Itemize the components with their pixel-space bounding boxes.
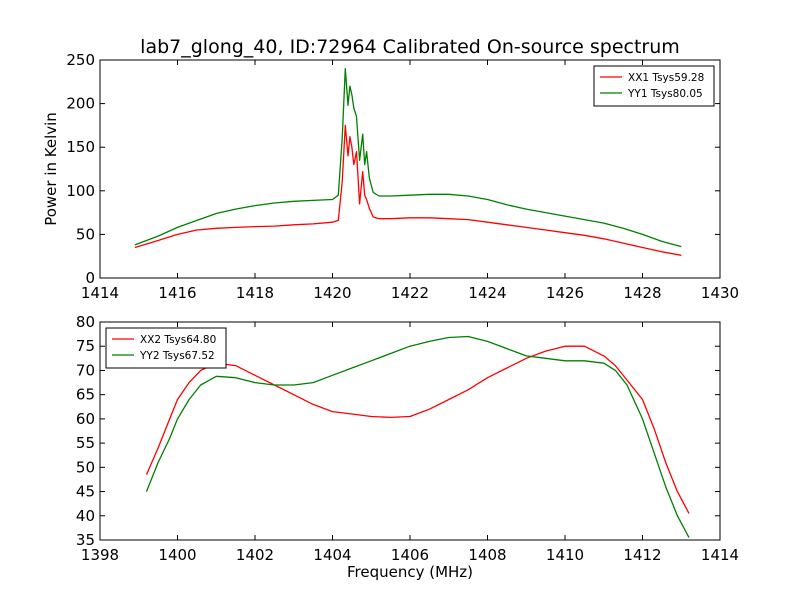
y-tick-label: 70 [76,361,95,379]
y-tick-label: 250 [66,51,95,69]
legend-box [593,65,715,107]
y-axis-label: Power in Kelvin [42,112,60,226]
legend-entry-label: XX2 Tsys64.80 [140,334,216,346]
legend-entry-label: YY2 Tsys67.52 [139,350,215,362]
y-tick-label: 50 [76,225,95,243]
x-tick-label: 1410 [546,546,584,564]
series-line-xx1 [134,124,682,256]
x-tick-label: 1424 [468,284,506,302]
x-tick-label: 1430 [701,284,739,302]
x-tick-label: 1426 [546,284,584,302]
y-tick-label: 200 [66,95,95,113]
x-tick-label: 1414 [81,284,119,302]
x-tick-label: 1414 [701,546,739,564]
y-tick-label: 45 [76,483,95,501]
x-tick-label: 1408 [468,546,506,564]
x-tick-label: 1402 [236,546,274,564]
x-tick-label: 1398 [81,546,119,564]
x-tick-label: 1412 [623,546,661,564]
y-tick-label: 50 [76,458,95,476]
legend-entry-label: YY1 Tsys80.05 [627,88,703,100]
legend-box [105,327,227,369]
y-tick-label: 65 [76,386,95,404]
x-tick-label: 1406 [391,546,429,564]
x-axis-label: Frequency (MHz) [347,563,473,581]
y-tick-label: 60 [76,410,95,428]
legend-entry-label: XX1 Tsys59.28 [628,72,704,84]
x-tick-label: 1400 [158,546,196,564]
bottom-spectrum-chart: 1398 1400 1402 1404 1406 1408 1410 1412 1414 35 40… [76,313,739,581]
x-tick-label: 1422 [391,284,429,302]
y-tick-label: 0 [85,269,95,287]
x-tick-label: 1428 [623,284,661,302]
x-tick-label: 1416 [158,284,196,302]
series-line-yy2 [145,335,690,538]
chart-title: lab7_glong_40, ID:72964 Calibrated On-so… [140,36,680,58]
series-line-yy1 [134,68,682,248]
y-tick-label: 75 [76,337,95,355]
x-tick-label: 1418 [236,284,274,302]
y-tick-label: 100 [66,182,95,200]
y-tick-label: 40 [76,507,95,525]
top-spectrum-chart: 1414 1416 1418 1420 1422 1424 1426 1428 1430 0 50 1… [42,51,739,302]
y-tick-label: 80 [76,313,95,331]
y-tick-label: 150 [66,138,95,156]
y-tick-label: 55 [76,434,95,452]
x-tick-label: 1420 [313,284,351,302]
x-tick-label: 1404 [313,546,351,564]
y-tick-label: 35 [76,531,95,549]
